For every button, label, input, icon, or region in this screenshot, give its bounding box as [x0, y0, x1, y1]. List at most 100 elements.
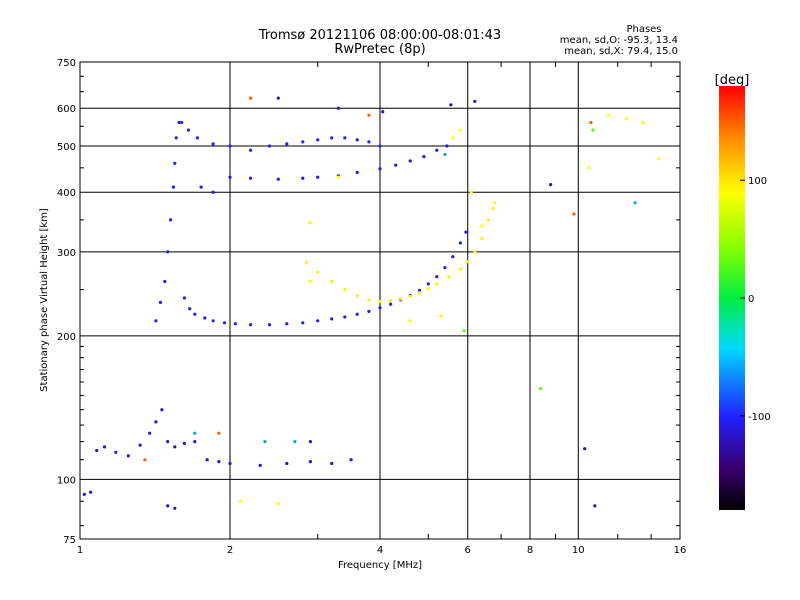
- data-point: [417, 291, 422, 295]
- data-point: [249, 323, 253, 327]
- colorbar-title: [deg]: [715, 73, 750, 88]
- phase-stats-heading: Phases: [626, 24, 661, 35]
- data-point: [316, 270, 320, 274]
- data-point: [163, 279, 167, 284]
- data-point: [126, 454, 130, 458]
- data-point: [211, 142, 215, 146]
- data-point: [447, 275, 451, 279]
- data-point: [217, 460, 221, 464]
- data-point: [587, 166, 591, 170]
- data-point: [316, 175, 320, 179]
- data-point: [182, 441, 186, 445]
- data-point: [228, 144, 232, 148]
- data-point: [408, 319, 412, 323]
- data-point: [199, 185, 203, 189]
- y-tick-label: 750: [57, 58, 76, 69]
- y-tick-label: 400: [57, 188, 76, 199]
- data-point: [305, 260, 309, 264]
- data-point: [466, 260, 470, 264]
- data-point: [301, 176, 305, 180]
- data-point: [336, 175, 340, 179]
- data-point: [493, 201, 497, 205]
- y-axis-ticks: 75 100 200 300 400 500 600 750: [57, 58, 76, 546]
- data-point: [193, 431, 197, 435]
- data-point: [173, 445, 177, 449]
- data-point: [445, 144, 449, 148]
- y-tick-label: 600: [57, 104, 76, 115]
- x-tick-label: 4: [377, 545, 383, 556]
- data-point: [301, 321, 305, 325]
- data-point: [355, 312, 359, 316]
- data-point: [473, 250, 477, 254]
- phase-stats-x: mean, sd,X: 79.4, 15.0: [564, 46, 678, 57]
- x-tick-label: 2: [227, 545, 233, 556]
- data-point: [114, 450, 118, 454]
- data-point: [158, 300, 162, 304]
- data-point: [195, 136, 199, 140]
- data-point: [82, 492, 86, 496]
- data-point: [394, 163, 398, 167]
- data-point: [249, 96, 253, 100]
- x-axis-ticks: 1 2 4 6 8 10 16: [77, 545, 687, 556]
- data-point: [173, 161, 177, 165]
- data-point: [330, 136, 334, 140]
- data-point: [177, 120, 181, 125]
- data-point: [316, 138, 320, 142]
- data-point: [285, 142, 289, 146]
- data-point: [193, 312, 197, 316]
- data-point: [462, 329, 466, 333]
- data-point: [267, 144, 272, 148]
- data-point: [589, 120, 593, 125]
- data-point: [217, 431, 221, 435]
- data-point: [435, 275, 439, 279]
- data-point: [143, 458, 147, 462]
- data-point: [451, 136, 455, 140]
- data-point: [102, 445, 107, 449]
- data-point: [458, 128, 462, 132]
- data-point: [378, 306, 382, 310]
- data-point: [211, 190, 215, 194]
- data-point: [228, 461, 232, 466]
- data-point: [378, 299, 382, 304]
- x-tick-label: 6: [465, 545, 471, 556]
- data-point: [180, 120, 184, 125]
- data-point: [435, 148, 439, 152]
- data-point: [308, 221, 312, 225]
- data-point: [408, 294, 412, 298]
- data-point: [426, 287, 430, 291]
- data-point: [367, 140, 371, 144]
- data-point: [449, 103, 453, 107]
- data-point: [239, 499, 243, 503]
- data-point: [443, 152, 447, 157]
- data-point: [349, 458, 353, 462]
- data-point: [378, 144, 382, 148]
- data-point: [95, 448, 99, 453]
- x-axis-label: Frequency [MHz]: [338, 560, 422, 571]
- data-point: [625, 117, 629, 121]
- data-point: [480, 224, 484, 228]
- data-point: [408, 159, 412, 163]
- data-point: [435, 282, 439, 286]
- data-point: [367, 298, 371, 302]
- data-point: [308, 279, 312, 284]
- data-point: [203, 316, 207, 320]
- data-point: [154, 319, 158, 323]
- data-point: [458, 241, 462, 245]
- data-point: [417, 288, 422, 292]
- data-point: [464, 230, 468, 234]
- y-tick-label: 500: [57, 142, 76, 153]
- data-point: [186, 128, 190, 132]
- data-point: [148, 431, 152, 435]
- data-point: [138, 443, 142, 447]
- data-point: [276, 501, 280, 506]
- phase-stats-o: mean, sd,O: -95.3, 13.4: [560, 35, 678, 46]
- data-points: [82, 96, 661, 510]
- data-point: [593, 504, 597, 508]
- data-point: [276, 177, 280, 181]
- data-point: [451, 255, 455, 259]
- data-point: [549, 183, 553, 187]
- data-point: [285, 461, 289, 466]
- data-point: [308, 440, 312, 444]
- data-point: [355, 138, 359, 142]
- colorbar-tick-label: -100: [748, 412, 771, 423]
